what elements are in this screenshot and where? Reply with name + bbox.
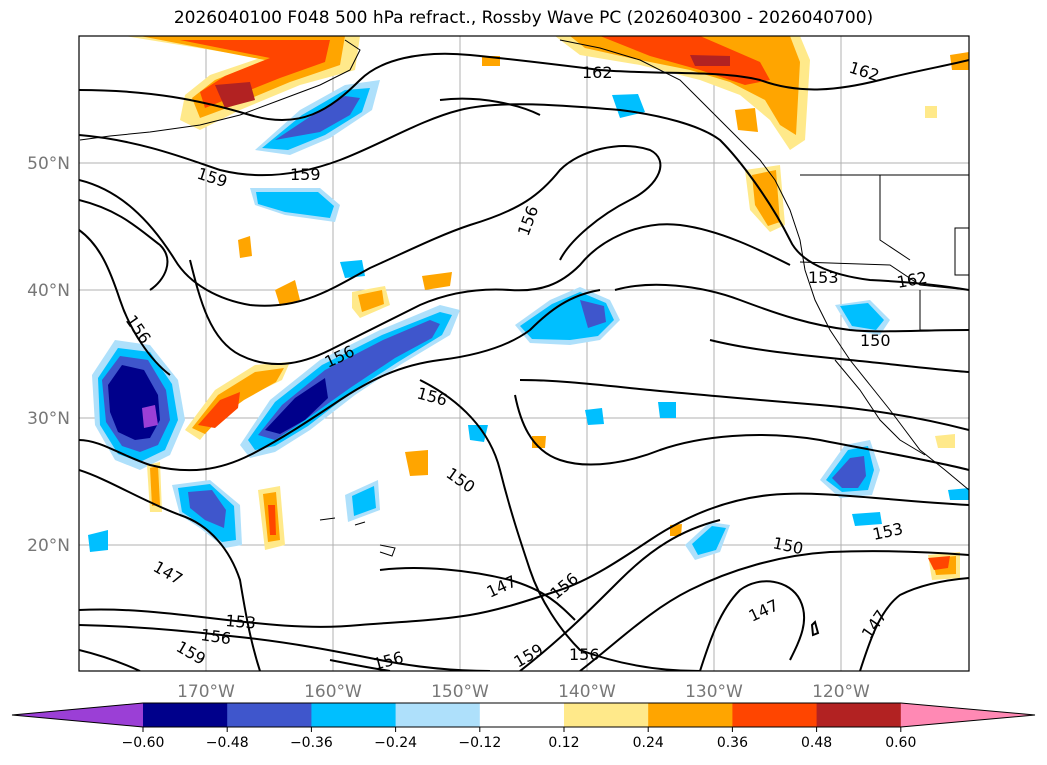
colorbar-tick-label: −0.24 xyxy=(374,735,417,751)
contour-label: 153 xyxy=(808,268,839,287)
contour-label: 153 xyxy=(225,611,257,633)
colorbar-tick-label: −0.48 xyxy=(206,735,249,751)
contour-lines xyxy=(79,52,969,671)
colorbar-tick-label: 0.60 xyxy=(885,735,916,751)
colorbar-segment xyxy=(648,703,733,727)
colorbar-segment xyxy=(227,703,312,727)
lat-label: 40°N xyxy=(27,281,70,301)
lon-label: 160°W xyxy=(304,682,362,702)
latitude-labels: 50°N 40°N 30°N 20°N xyxy=(27,154,70,556)
lon-label: 120°W xyxy=(812,682,870,702)
colorbar-tick-label: 0.12 xyxy=(548,735,579,751)
lon-label: 130°W xyxy=(685,682,743,702)
colorbar-segment xyxy=(479,703,565,727)
colorbar-segment xyxy=(143,703,228,727)
colorbar-tick-label: −0.60 xyxy=(122,735,165,751)
colorbar-segment xyxy=(395,703,481,727)
map-content xyxy=(79,36,969,671)
contour-label: 156 xyxy=(569,645,600,664)
colorbar-segment xyxy=(311,703,397,727)
colorbar-tick-label: 0.36 xyxy=(717,735,748,751)
lon-label: 140°W xyxy=(558,682,616,702)
colorbar-extend-low xyxy=(12,703,143,727)
colorbar-segment xyxy=(732,703,818,727)
contour-label: 162 xyxy=(582,63,613,82)
anomaly-fills xyxy=(88,36,969,580)
map-border xyxy=(78,35,970,672)
colorbar-segment xyxy=(816,703,902,727)
contour-label: 159 xyxy=(290,165,321,184)
colorbar-tick-label: 0.24 xyxy=(633,735,664,751)
lat-label: 20°N xyxy=(27,536,70,556)
longitude-labels: 170°W 160°W 150°W 140°W 130°W 120°W xyxy=(177,682,870,702)
colorbar-tick-label: 0.48 xyxy=(801,735,832,751)
colorbar-tick-label: −0.36 xyxy=(290,735,333,751)
colorbar: −0.60 −0.48 −0.36 −0.24 −0.12 0.12 0.24 0.36 0.4… xyxy=(11,702,1036,751)
lat-label: 50°N xyxy=(27,154,70,174)
colorbar-tick-label: −0.12 xyxy=(458,735,501,751)
contour-label: 156 xyxy=(199,625,232,648)
lon-label: 150°W xyxy=(431,682,489,702)
lat-label: 30°N xyxy=(27,409,70,429)
map-area xyxy=(79,36,969,671)
colorbar-segment xyxy=(564,703,649,727)
figure-title: 2026040100 F048 500 hPa refract., Rossby… xyxy=(173,8,874,28)
lon-label: 170°W xyxy=(177,682,235,702)
coastlines xyxy=(79,39,969,557)
contour-label: 150 xyxy=(860,331,891,350)
colorbar-extend-high xyxy=(900,703,1035,727)
